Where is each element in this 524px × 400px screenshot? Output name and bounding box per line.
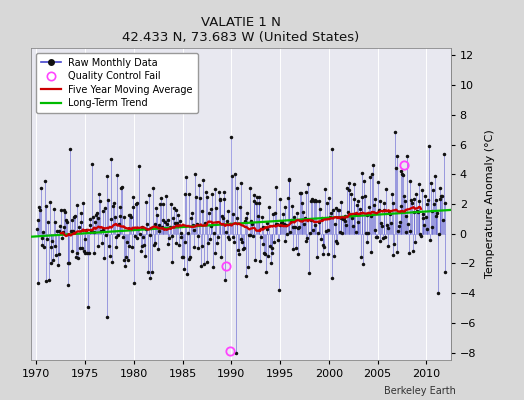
Title: VALATIE 1 N
42.433 N, 73.683 W (United States): VALATIE 1 N 42.433 N, 73.683 W (United S… (123, 16, 359, 44)
Text: Berkeley Earth: Berkeley Earth (384, 386, 456, 396)
Legend: Raw Monthly Data, Quality Control Fail, Five Year Moving Average, Long-Term Tren: Raw Monthly Data, Quality Control Fail, … (36, 53, 198, 113)
Y-axis label: Temperature Anomaly (°C): Temperature Anomaly (°C) (485, 130, 495, 278)
